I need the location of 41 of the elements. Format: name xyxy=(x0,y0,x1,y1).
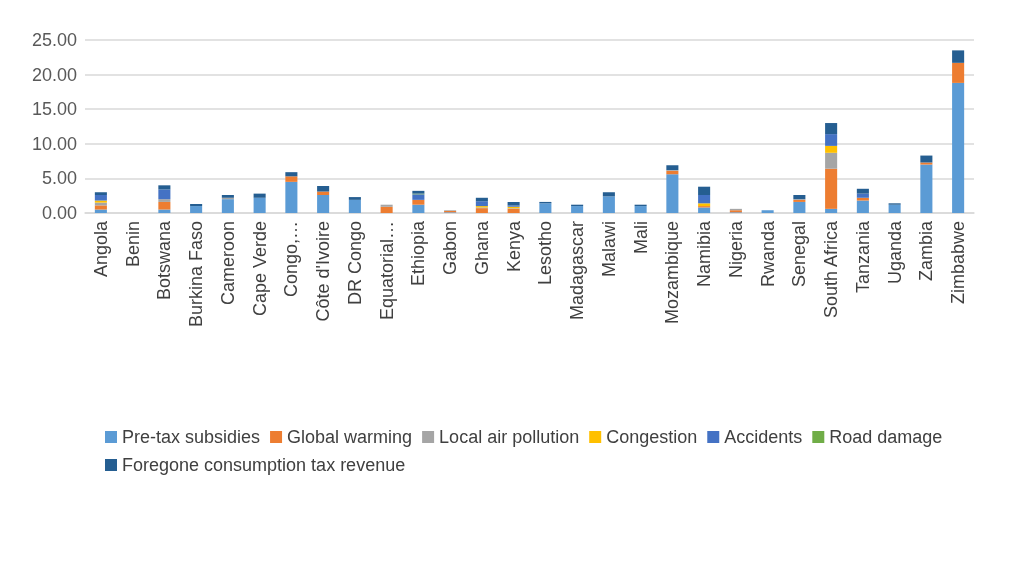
legend-label: Congestion xyxy=(606,427,698,447)
y-tick-label: 0.00 xyxy=(41,203,77,223)
y-tick-label: 20.00 xyxy=(31,64,77,85)
y-tick-label: 5.00 xyxy=(41,168,77,189)
x-tick-label: Nigeria xyxy=(725,220,746,279)
legend-label: Road damage xyxy=(829,427,943,447)
x-tick-label: Ghana xyxy=(471,220,492,276)
legend-label: Accidents xyxy=(724,427,803,447)
x-tick-label: Angola xyxy=(90,220,111,278)
x-tick-label: Equatorial… xyxy=(376,221,397,321)
x-tick-label: South Africa xyxy=(821,220,842,319)
x-tick-label: Benin xyxy=(122,221,143,268)
legend-label: Foregone consumption tax revenue xyxy=(122,455,406,475)
x-tick-label: Madagascar xyxy=(567,221,588,321)
x-tick-label: Cameroon xyxy=(217,221,238,306)
x-tick-label: Congo,… xyxy=(281,221,302,298)
x-tick-label: Kenya xyxy=(503,220,524,273)
x-tick-label: Tanzania xyxy=(852,220,873,294)
x-tick-label: Botswana xyxy=(154,220,175,301)
x-tick-label: Gabon xyxy=(440,221,461,276)
x-tick-label: Zimbabwe xyxy=(948,221,969,305)
x-tick-label: DR Congo xyxy=(344,221,365,306)
x-tick-label: Burkina Faso xyxy=(186,221,207,328)
legend-label: Pre-tax subsidies xyxy=(122,427,261,447)
x-tick-label: Rwanda xyxy=(757,220,778,288)
x-tick-label: Lesotho xyxy=(535,221,556,286)
x-tick-label: Mali xyxy=(630,221,651,255)
x-tick-label: Uganda xyxy=(884,220,905,285)
x-tick-label: Senegal xyxy=(789,221,810,288)
y-tick-label: 15.00 xyxy=(31,99,77,120)
x-tick-label: Cape Verde xyxy=(249,221,270,317)
x-tick-label: Zambia xyxy=(916,220,937,282)
legend-label: Global warming xyxy=(287,427,413,447)
x-tick-label: Namibia xyxy=(694,220,715,288)
x-tick-label: Côte d'Ivoire xyxy=(313,221,334,322)
y-tick-label: 25.00 xyxy=(31,30,77,50)
x-tick-label: Ethiopia xyxy=(408,220,429,287)
legend-label: Local air pollution xyxy=(439,427,580,447)
y-tick-label: 10.00 xyxy=(31,133,77,154)
x-tick-label: Mozambique xyxy=(662,221,683,325)
x-tick-label: Malawi xyxy=(598,221,619,278)
